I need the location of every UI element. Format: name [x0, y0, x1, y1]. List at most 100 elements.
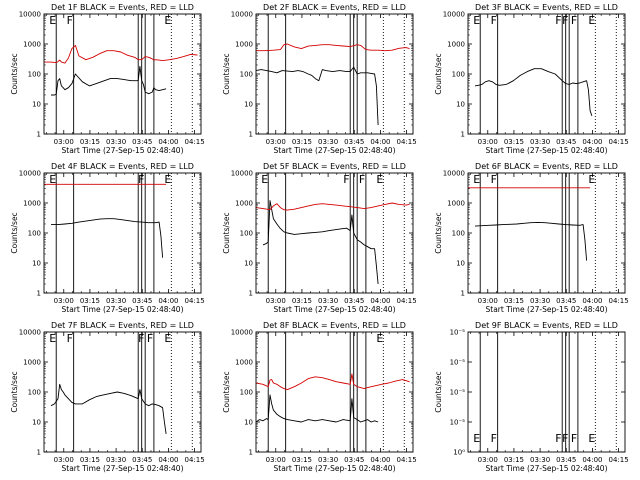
panel-2: Det 2F BLACK = Events, RED = LLD 03:00 03:…: [222, 3, 417, 155]
x-tick-label: 03:00: [478, 297, 498, 305]
x-axis-label: Start Time (27-Sep-15 02:48:40): [274, 464, 396, 473]
y-axis-label: Counts/sec: [10, 371, 19, 412]
y-tick-label: 10000: [19, 170, 41, 178]
panel-9: Det 9F BLACK = Events, RED = LLD 03:00 03:…: [434, 321, 629, 473]
marker-flag-label: F: [67, 14, 73, 27]
y-tick-label: 10000: [231, 11, 253, 19]
y-tick-label: 10: [244, 101, 253, 109]
plot-frame: [467, 331, 626, 453]
y-tick-label: 10000: [443, 11, 465, 19]
y-tick-label: 1000: [235, 200, 253, 208]
marker-flag-label: E: [49, 173, 56, 186]
panel-title: Det 7F BLACK = Events, RED = LLD: [51, 321, 194, 330]
panel-title: Det 6F BLACK = Events, RED = LLD: [475, 162, 618, 171]
x-tick-label: 03:30: [106, 297, 126, 305]
y-tick-label: 10000: [443, 170, 465, 178]
marker-flag-label: E: [376, 332, 383, 345]
plot-frame: [255, 13, 414, 135]
y-tick-label: 10000: [231, 170, 253, 178]
x-tick-label: 03:45: [556, 138, 576, 146]
marker-flag-label: E: [376, 173, 383, 186]
x-tick-label: 04:15: [397, 456, 417, 464]
x-tick-label: 03:45: [132, 138, 152, 146]
y-axis-label: Counts/sec: [222, 212, 231, 253]
events-line: [255, 394, 379, 423]
panel-3: Det 3F BLACK = Events, RED = LLD 03:00 03:…: [434, 3, 629, 155]
y-tick-label: 10⁻⁵: [450, 419, 466, 427]
marker-flag-label: F: [555, 14, 561, 27]
x-tick-label: 04:15: [609, 138, 629, 146]
marker-flag-label: E: [473, 14, 480, 27]
x-tick-label: 03:45: [132, 297, 152, 305]
marker-flag-label: F: [562, 432, 568, 445]
x-tick-label: 03:00: [54, 456, 74, 464]
y-tick-label: 10⁻⁵: [450, 329, 466, 337]
x-tick-label: 03:00: [478, 456, 498, 464]
x-tick-label: 03:15: [80, 456, 100, 464]
lld-line: [255, 202, 410, 211]
events-line: [262, 200, 379, 285]
y-tick-label: 10: [244, 419, 253, 427]
panel-1: Det 1F BLACK = Events, RED = LLD 03:00 03:…: [10, 3, 205, 155]
x-tick-label: 03:15: [504, 297, 524, 305]
marker-flag-label: E: [473, 173, 480, 186]
x-tick-label: 03:30: [530, 297, 550, 305]
y-tick-label: 100: [452, 71, 465, 79]
events-line: [50, 383, 167, 434]
y-axis-label: Counts/sec: [10, 53, 19, 94]
x-tick-label: 03:15: [80, 297, 100, 305]
x-tick-label: 03:15: [292, 456, 312, 464]
panel-title: Det 3F BLACK = Events, RED = LLD: [475, 3, 618, 12]
y-tick-label: 1: [249, 449, 253, 457]
x-tick-label: 03:30: [318, 297, 338, 305]
panel-7: Det 7F BLACK = Events, RED = LLD 03:00 03:…: [10, 321, 205, 473]
marker-flag-label: F: [571, 432, 577, 445]
marker-flag-label: F: [491, 432, 497, 445]
y-tick-label: 10: [32, 260, 41, 268]
y-tick-label: 10: [456, 101, 465, 109]
panel-title: Det 1F BLACK = Events, RED = LLD: [51, 3, 194, 12]
y-tick-label: 1: [249, 131, 253, 139]
marker-flag-label: F: [562, 14, 568, 27]
marker-flag-label: F: [147, 332, 153, 345]
x-tick-label: 04:15: [185, 297, 205, 305]
marker-flag-label: E: [164, 173, 171, 186]
x-tick-label: 03:00: [266, 297, 286, 305]
y-tick-label: 1: [37, 290, 41, 298]
events-line: [474, 68, 593, 117]
plot-frame: [255, 331, 414, 453]
y-tick-label: 10: [32, 419, 41, 427]
x-axis-label: Start Time (27-Sep-15 02:48:40): [62, 305, 184, 314]
panel-8: Det 8F BLACK = Events, RED = LLD 03:00 03:…: [222, 321, 417, 473]
events-line: [51, 218, 164, 258]
x-tick-label: 03:15: [292, 297, 312, 305]
x-axis-label: Start Time (27-Sep-15 02:48:40): [274, 146, 396, 155]
y-tick-label: 1: [249, 290, 253, 298]
y-axis-label: Counts/sec: [10, 212, 19, 253]
y-tick-label: 1000: [23, 200, 41, 208]
x-axis-label: Start Time (27-Sep-15 02:48:40): [62, 464, 184, 473]
x-tick-label: 03:15: [504, 456, 524, 464]
marker-flag-label: F: [491, 173, 497, 186]
x-tick-label: 03:45: [344, 456, 364, 464]
y-tick-label: 1000: [447, 200, 465, 208]
y-axis-label: Counts/sec: [434, 53, 443, 94]
y-tick-label: 100: [28, 389, 41, 397]
y-tick-label: 1000: [23, 41, 41, 49]
panel-4: Det 4F BLACK = Events, RED = LLD 03:00 03:…: [10, 162, 205, 314]
panel-6: Det 6F BLACK = Events, RED = LLD 03:00 03:…: [434, 162, 629, 314]
x-tick-label: 04:00: [158, 138, 178, 146]
panel-title: Det 4F BLACK = Events, RED = LLD: [51, 162, 194, 171]
events-line: [474, 221, 588, 261]
y-axis-label: Counts/sec: [434, 371, 443, 412]
y-tick-label: 100: [240, 389, 253, 397]
marker-flag-label: F: [571, 14, 577, 27]
x-tick-label: 03:30: [530, 456, 550, 464]
x-tick-label: 03:45: [556, 456, 576, 464]
y-tick-label: 1000: [235, 41, 253, 49]
panel-5: Det 5F BLACK = Events, RED = LLD 03:00 03:…: [222, 162, 417, 314]
marker-flag-label: F: [138, 332, 144, 345]
x-axis-label: Start Time (27-Sep-15 02:48:40): [486, 146, 608, 155]
y-tick-label: 100: [240, 230, 253, 238]
